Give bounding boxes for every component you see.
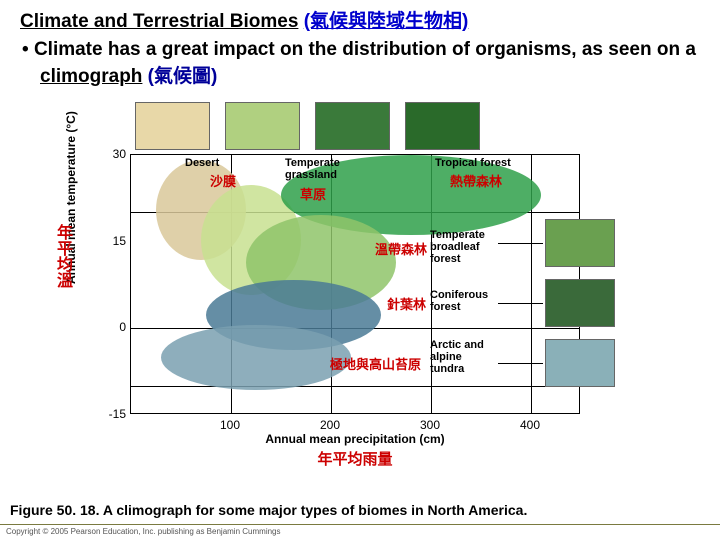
biome-label-cn: 針葉林 <box>387 294 426 313</box>
connector-line <box>498 303 543 304</box>
title-paren: (氣候與陸域生物相) <box>304 11 469 32</box>
climograph-container: 30150-15 100200300400 Annual mean temper… <box>0 94 720 474</box>
y-axis-label-cn: 年平均溫 <box>50 224 74 288</box>
biome-thumbnail <box>405 102 480 150</box>
x-tick-label: 100 <box>215 418 245 432</box>
x-axis-label-cn: 年平均雨量 <box>130 448 580 469</box>
biome-thumbnail <box>225 102 300 150</box>
connector-line <box>498 363 543 364</box>
biome-label-cn: 草原 <box>300 184 326 203</box>
climograph-plot <box>130 154 580 414</box>
biome-thumbnail <box>545 279 615 327</box>
biome-thumbnail <box>135 102 210 150</box>
biome-label-cn: 熱帶森林 <box>450 171 502 190</box>
title-main: Climate and Terrestrial Biomes <box>20 11 298 32</box>
figure-caption: Figure 50. 18. A climograph for some maj… <box>10 502 527 518</box>
biome-thumbnail <box>545 339 615 387</box>
biome-label-en: Arctic and alpine tundra <box>430 339 484 375</box>
bullet-paren: (氣候圖) <box>142 66 217 87</box>
biome-label-en: Temperate grassland <box>285 157 340 181</box>
biome-label-cn: 溫帶森林 <box>375 239 427 258</box>
y-tick-label: 15 <box>108 234 126 248</box>
grid-line-horizontal <box>131 386 579 387</box>
biome-label-en: Temperate broadleaf forest <box>430 229 485 265</box>
biome-label-cn: 沙膜 <box>210 171 236 190</box>
biome-thumbnail <box>545 219 615 267</box>
x-tick-label: 200 <box>315 418 345 432</box>
biome-label-en: Desert <box>185 157 219 169</box>
biome-thumbnail <box>315 102 390 150</box>
y-tick-label: 0 <box>108 320 126 334</box>
x-tick-label: 300 <box>415 418 445 432</box>
connector-line <box>498 243 543 244</box>
bullet-text: • Climate has a great impact on the dist… <box>0 35 720 90</box>
bullet-pre: Climate has a great impact on the distri… <box>34 39 696 60</box>
biome-label-en: Coniferous forest <box>430 289 488 313</box>
y-tick-label: -15 <box>108 407 126 421</box>
biome-label-cn: 極地與高山苔原 <box>330 354 421 373</box>
y-tick-label: 30 <box>108 147 126 161</box>
biome-label-en: Tropical forest <box>435 157 511 169</box>
page-title: Climate and Terrestrial Biomes (氣候與陸域生物相… <box>0 0 720 35</box>
x-axis-label: Annual mean precipitation (cm) <box>130 432 580 446</box>
x-tick-label: 400 <box>515 418 545 432</box>
bullet-keyword: climograph <box>40 66 142 87</box>
copyright-text: Copyright © 2005 Pearson Education, Inc.… <box>0 524 720 540</box>
biome-region-tundra <box>161 325 351 390</box>
